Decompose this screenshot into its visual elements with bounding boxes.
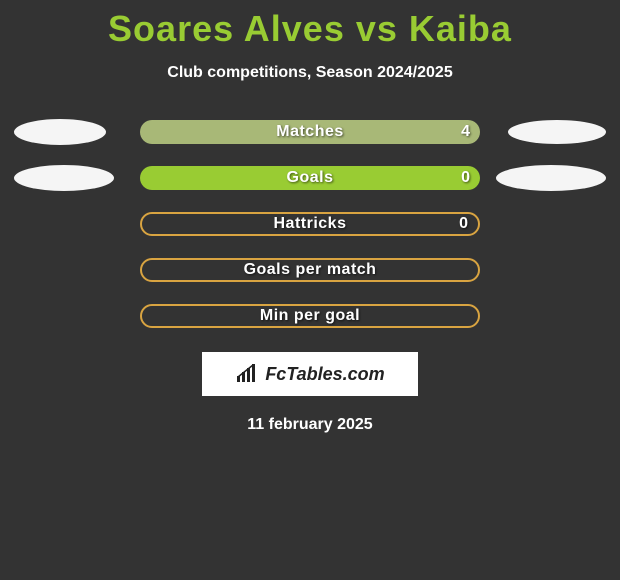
stat-bar: Goals0 [140, 166, 480, 190]
stat-value: 4 [461, 123, 470, 141]
stat-label: Goals per match [142, 261, 478, 279]
stat-label: Min per goal [142, 307, 478, 325]
stat-value: 0 [461, 169, 470, 187]
stat-label: Matches [140, 123, 480, 141]
stat-row: Min per goal [0, 304, 620, 328]
stat-row: Goals0 [0, 166, 620, 190]
stats-area: Matches4Goals0Hattricks0Goals per matchM… [0, 120, 620, 328]
right-ellipse-marker [508, 120, 606, 144]
left-ellipse-marker [14, 119, 106, 145]
bars-logo-icon [235, 364, 259, 384]
logo-box[interactable]: FcTables.com [202, 352, 418, 396]
logo-text: FcTables.com [265, 364, 384, 385]
left-ellipse-marker [14, 165, 114, 191]
stat-row: Goals per match [0, 258, 620, 282]
stat-bar: Hattricks0 [140, 212, 480, 236]
stat-label: Hattricks [142, 215, 478, 233]
stat-row: Hattricks0 [0, 212, 620, 236]
stat-value: 0 [459, 215, 468, 233]
stat-bar: Goals per match [140, 258, 480, 282]
page-subtitle: Club competitions, Season 2024/2025 [167, 64, 452, 82]
right-ellipse-marker [496, 165, 606, 191]
stat-bar: Matches4 [140, 120, 480, 144]
page-title: Soares Alves vs Kaiba [108, 8, 512, 50]
stat-bar: Min per goal [140, 304, 480, 328]
stat-row: Matches4 [0, 120, 620, 144]
stat-label: Goals [140, 169, 480, 187]
date-text: 11 february 2025 [247, 416, 372, 434]
